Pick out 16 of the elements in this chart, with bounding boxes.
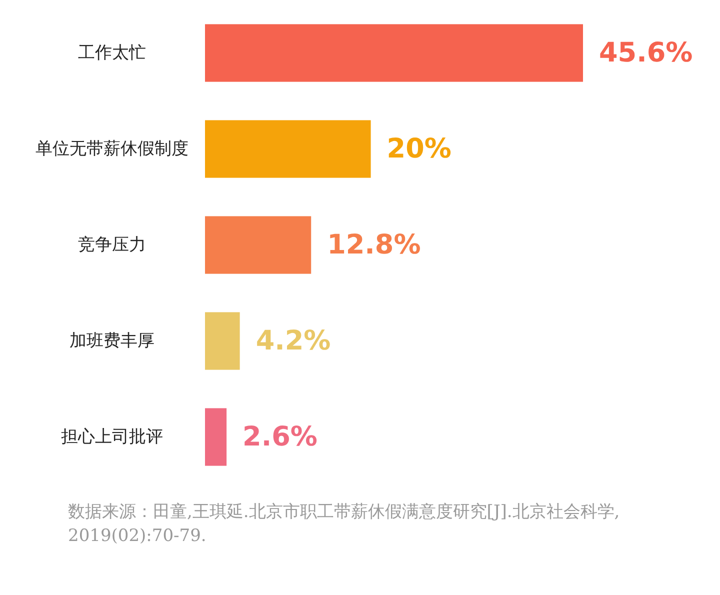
bar <box>205 24 583 82</box>
y-tick-label: 竞争压力 <box>78 235 146 255</box>
bar <box>205 216 312 274</box>
data-label: 20% <box>386 134 452 164</box>
y-tick-label: 工作太忙 <box>78 43 146 63</box>
bar <box>205 120 371 178</box>
source-note: 数据来源：田童,王琪延.北京市职工带薪休假满意度研究[J].北京社会科学,2019(02):70-79. <box>68 502 620 546</box>
y-tick-label: 单位无带薪休假制度 <box>36 139 188 159</box>
data-label: 4.2% <box>256 326 331 356</box>
data-label: 2.6% <box>242 422 318 452</box>
bar <box>205 408 227 466</box>
y-tick-label: 加班费丰厚 <box>70 331 154 351</box>
data-label: 45.6% <box>599 38 693 68</box>
y-tick-label: 担心上司批评 <box>61 427 163 447</box>
bar <box>205 312 240 370</box>
data-label: 12.8% <box>327 230 421 260</box>
